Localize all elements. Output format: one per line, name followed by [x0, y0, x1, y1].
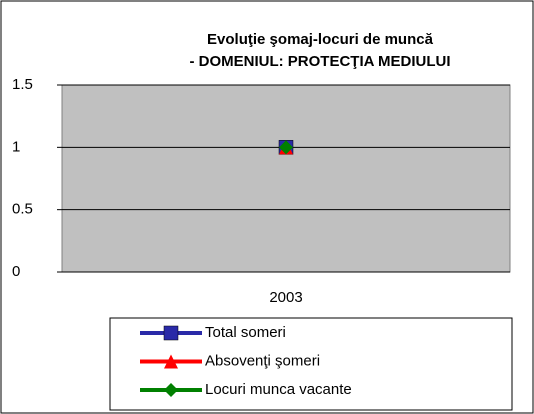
chart-title: - DOMENIUL: PROTECŢIA MEDIULUI [189, 53, 450, 70]
marker [163, 325, 179, 341]
plot-area [61, 84, 511, 273]
marker [164, 383, 178, 397]
x-tick-label: 2003 [269, 289, 302, 306]
chart-title: Evoluţie şomaj-locuri de muncă [207, 31, 434, 48]
y-tick-label: 0.5 [12, 201, 33, 218]
legend-label: Locuri munca vacante [205, 381, 352, 398]
marker [164, 354, 178, 369]
legend-label: Total someri [205, 324, 286, 341]
y-tick-label: 0 [12, 263, 20, 280]
marker [279, 140, 293, 155]
y-tick-label: 1 [12, 138, 20, 155]
y-tick-label: 1.5 [12, 76, 33, 93]
legend-label: Absovenţi şomeri [205, 352, 320, 369]
